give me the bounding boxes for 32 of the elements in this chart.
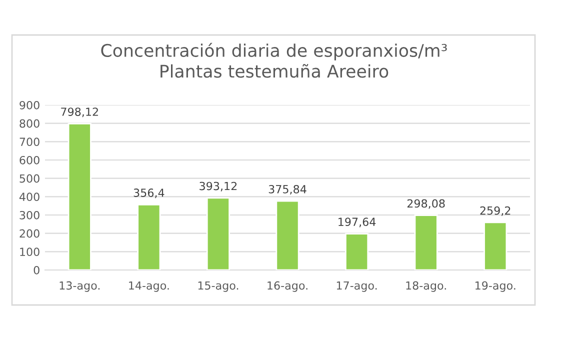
- data-label: 356,4: [134, 188, 164, 198]
- x-tick-label: 17-ago.: [336, 281, 377, 292]
- x-tick-label: 16-ago.: [268, 281, 308, 292]
- data-label: 298,08: [407, 199, 445, 209]
- y-tick-label: 500: [20, 174, 40, 183]
- x-tick-label: 18-ago.: [406, 281, 446, 292]
- y-tick-label: 200: [20, 229, 40, 238]
- y-tick-label: 700: [20, 138, 40, 146]
- data-label: 798,12: [61, 108, 98, 118]
- y-tick-label: 400: [19, 192, 40, 202]
- bar: [137, 204, 161, 270]
- bar: [414, 214, 438, 270]
- chart-title: Concentración diaria de esporanxios/m³ Plantas testemuña Areeiro: [101, 42, 447, 78]
- data-label: 259,2: [480, 206, 510, 216]
- y-tick-label: 900: [20, 100, 40, 110]
- y-tick-label: 300: [20, 210, 40, 220]
- bar: [68, 122, 92, 270]
- x-tick-label: 13-ago.: [60, 281, 100, 292]
- y-tick-label: 100: [20, 248, 40, 256]
- y-tick-label: 800: [20, 119, 40, 128]
- y-tick-label: 600: [20, 156, 40, 164]
- data-label: 197,64: [338, 218, 376, 228]
- x-tick-label: 19-ago.: [476, 281, 516, 292]
- data-label: 375,84: [268, 184, 306, 195]
- bar: [345, 233, 369, 270]
- bar: [206, 197, 230, 270]
- data-label: 393,12: [200, 182, 237, 192]
- bar: [276, 200, 300, 270]
- bar: [484, 222, 508, 270]
- y-tick-label: 0: [34, 266, 40, 274]
- x-tick-label: 14-ago.: [129, 281, 169, 292]
- x-tick-label: 15-ago.: [198, 281, 238, 292]
